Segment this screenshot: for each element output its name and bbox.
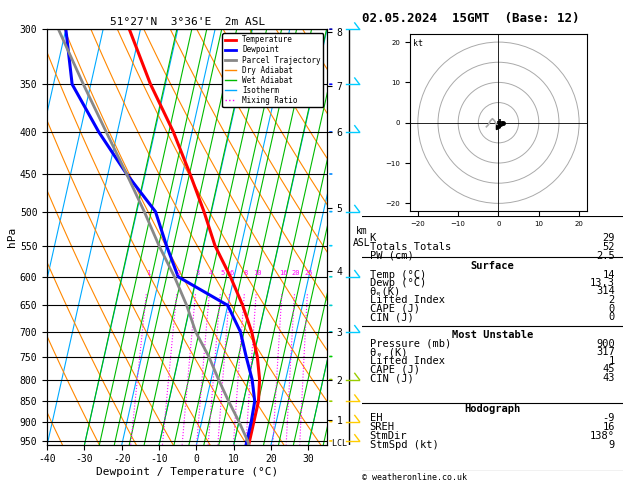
Text: 0: 0 (609, 312, 615, 322)
Text: 314: 314 (596, 286, 615, 296)
Text: 900: 900 (596, 339, 615, 349)
Text: 13.3: 13.3 (590, 278, 615, 288)
Text: 5: 5 (220, 270, 224, 276)
Text: 3: 3 (195, 270, 199, 276)
Y-axis label: hPa: hPa (7, 227, 17, 247)
Text: SREH: SREH (369, 422, 394, 432)
Text: 43: 43 (603, 373, 615, 383)
Text: Temp (°C): Temp (°C) (369, 270, 426, 280)
Text: 2: 2 (177, 270, 181, 276)
Text: EH: EH (369, 413, 382, 423)
Text: 8: 8 (244, 270, 248, 276)
Text: StmDir: StmDir (369, 431, 407, 441)
Text: 1: 1 (147, 270, 151, 276)
Text: 16: 16 (279, 270, 287, 276)
Text: 14: 14 (603, 270, 615, 280)
Text: Pressure (mb): Pressure (mb) (369, 339, 451, 349)
Text: K: K (369, 233, 376, 243)
Text: 52: 52 (603, 242, 615, 252)
Y-axis label: km
ASL: km ASL (353, 226, 371, 248)
Text: 20: 20 (291, 270, 300, 276)
Text: 45: 45 (603, 364, 615, 374)
Legend: Temperature, Dewpoint, Parcel Trajectory, Dry Adiabat, Wet Adiabat, Isotherm, Mi: Temperature, Dewpoint, Parcel Trajectory… (223, 33, 323, 107)
X-axis label: Dewpoint / Temperature (°C): Dewpoint / Temperature (°C) (96, 467, 278, 477)
Text: LCL: LCL (327, 439, 347, 449)
Text: Dewp (°C): Dewp (°C) (369, 278, 426, 288)
Text: θₑ(K): θₑ(K) (369, 286, 401, 296)
Text: 2: 2 (609, 295, 615, 305)
Text: 1: 1 (609, 356, 615, 366)
Text: Totals Totals: Totals Totals (369, 242, 451, 252)
Text: StmSpd (kt): StmSpd (kt) (369, 440, 438, 450)
Text: PW (cm): PW (cm) (369, 251, 413, 261)
Text: Surface: Surface (470, 261, 514, 271)
Text: 2.5: 2.5 (596, 251, 615, 261)
Text: 9: 9 (609, 440, 615, 450)
Text: 317: 317 (596, 347, 615, 357)
Text: CAPE (J): CAPE (J) (369, 304, 420, 313)
Text: CIN (J): CIN (J) (369, 312, 413, 322)
Text: © weatheronline.co.uk: © weatheronline.co.uk (362, 473, 467, 482)
Title: 51°27'N  3°36'E  2m ASL: 51°27'N 3°36'E 2m ASL (109, 17, 265, 27)
Text: 29: 29 (603, 233, 615, 243)
Text: Lifted Index: Lifted Index (369, 356, 445, 366)
Text: 10: 10 (253, 270, 262, 276)
Text: 138°: 138° (590, 431, 615, 441)
Text: CIN (J): CIN (J) (369, 373, 413, 383)
Text: 02.05.2024  15GMT  (Base: 12): 02.05.2024 15GMT (Base: 12) (362, 12, 579, 25)
Text: 25: 25 (304, 270, 313, 276)
Text: CAPE (J): CAPE (J) (369, 364, 420, 374)
Text: Hodograph: Hodograph (464, 404, 520, 414)
Text: kt: kt (413, 39, 423, 48)
Text: Most Unstable: Most Unstable (452, 330, 533, 340)
Text: Lifted Index: Lifted Index (369, 295, 445, 305)
Text: 16: 16 (603, 422, 615, 432)
Text: θₑ (K): θₑ (K) (369, 347, 407, 357)
Text: 0: 0 (609, 304, 615, 313)
Text: -9: -9 (603, 413, 615, 423)
Text: 4: 4 (209, 270, 213, 276)
Text: 6: 6 (229, 270, 233, 276)
